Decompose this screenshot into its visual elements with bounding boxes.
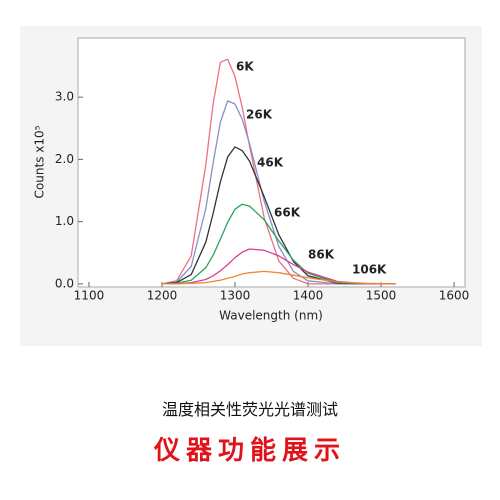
- y-tick-label: 1.0: [55, 214, 74, 228]
- chart: Wavelength (nm) Counts x10⁵ 1100 1200 1300…: [20, 26, 482, 346]
- y-tick-label: 2.0: [55, 152, 74, 166]
- spectrum-line: [161, 100, 396, 285]
- x-tick-label: 1600: [439, 289, 470, 303]
- series-label: 86K: [308, 248, 335, 262]
- series-label: 66K: [274, 206, 301, 220]
- x-tick-label: 1300: [220, 289, 251, 303]
- x-tick-label: 1200: [147, 289, 178, 303]
- spectrum-line: [161, 146, 396, 285]
- spectrum-line: [161, 203, 396, 285]
- x-tick-label: 1100: [74, 289, 105, 303]
- x-tick-label: 1500: [366, 289, 397, 303]
- spectrum-line: [162, 248, 396, 285]
- series-label: 46K: [257, 156, 284, 170]
- series-label: 106K: [352, 263, 387, 277]
- y-axis-label: Counts x10⁵: [33, 125, 47, 198]
- banner: 仪器功能展示: [153, 436, 346, 466]
- x-tick-label: 1400: [293, 289, 324, 303]
- spectrum-line: [161, 58, 396, 285]
- plot-area: [77, 37, 466, 288]
- caption: 温度相关性荧光光谱测试: [161, 400, 338, 419]
- series-label: 6K: [236, 60, 254, 74]
- y-tick-label: 0.0: [55, 276, 74, 290]
- x-axis-label: Wavelength (nm): [219, 309, 323, 323]
- spectrum-line: [162, 270, 396, 285]
- series-label: 26K: [246, 108, 273, 122]
- y-tick-label: 3.0: [55, 90, 74, 104]
